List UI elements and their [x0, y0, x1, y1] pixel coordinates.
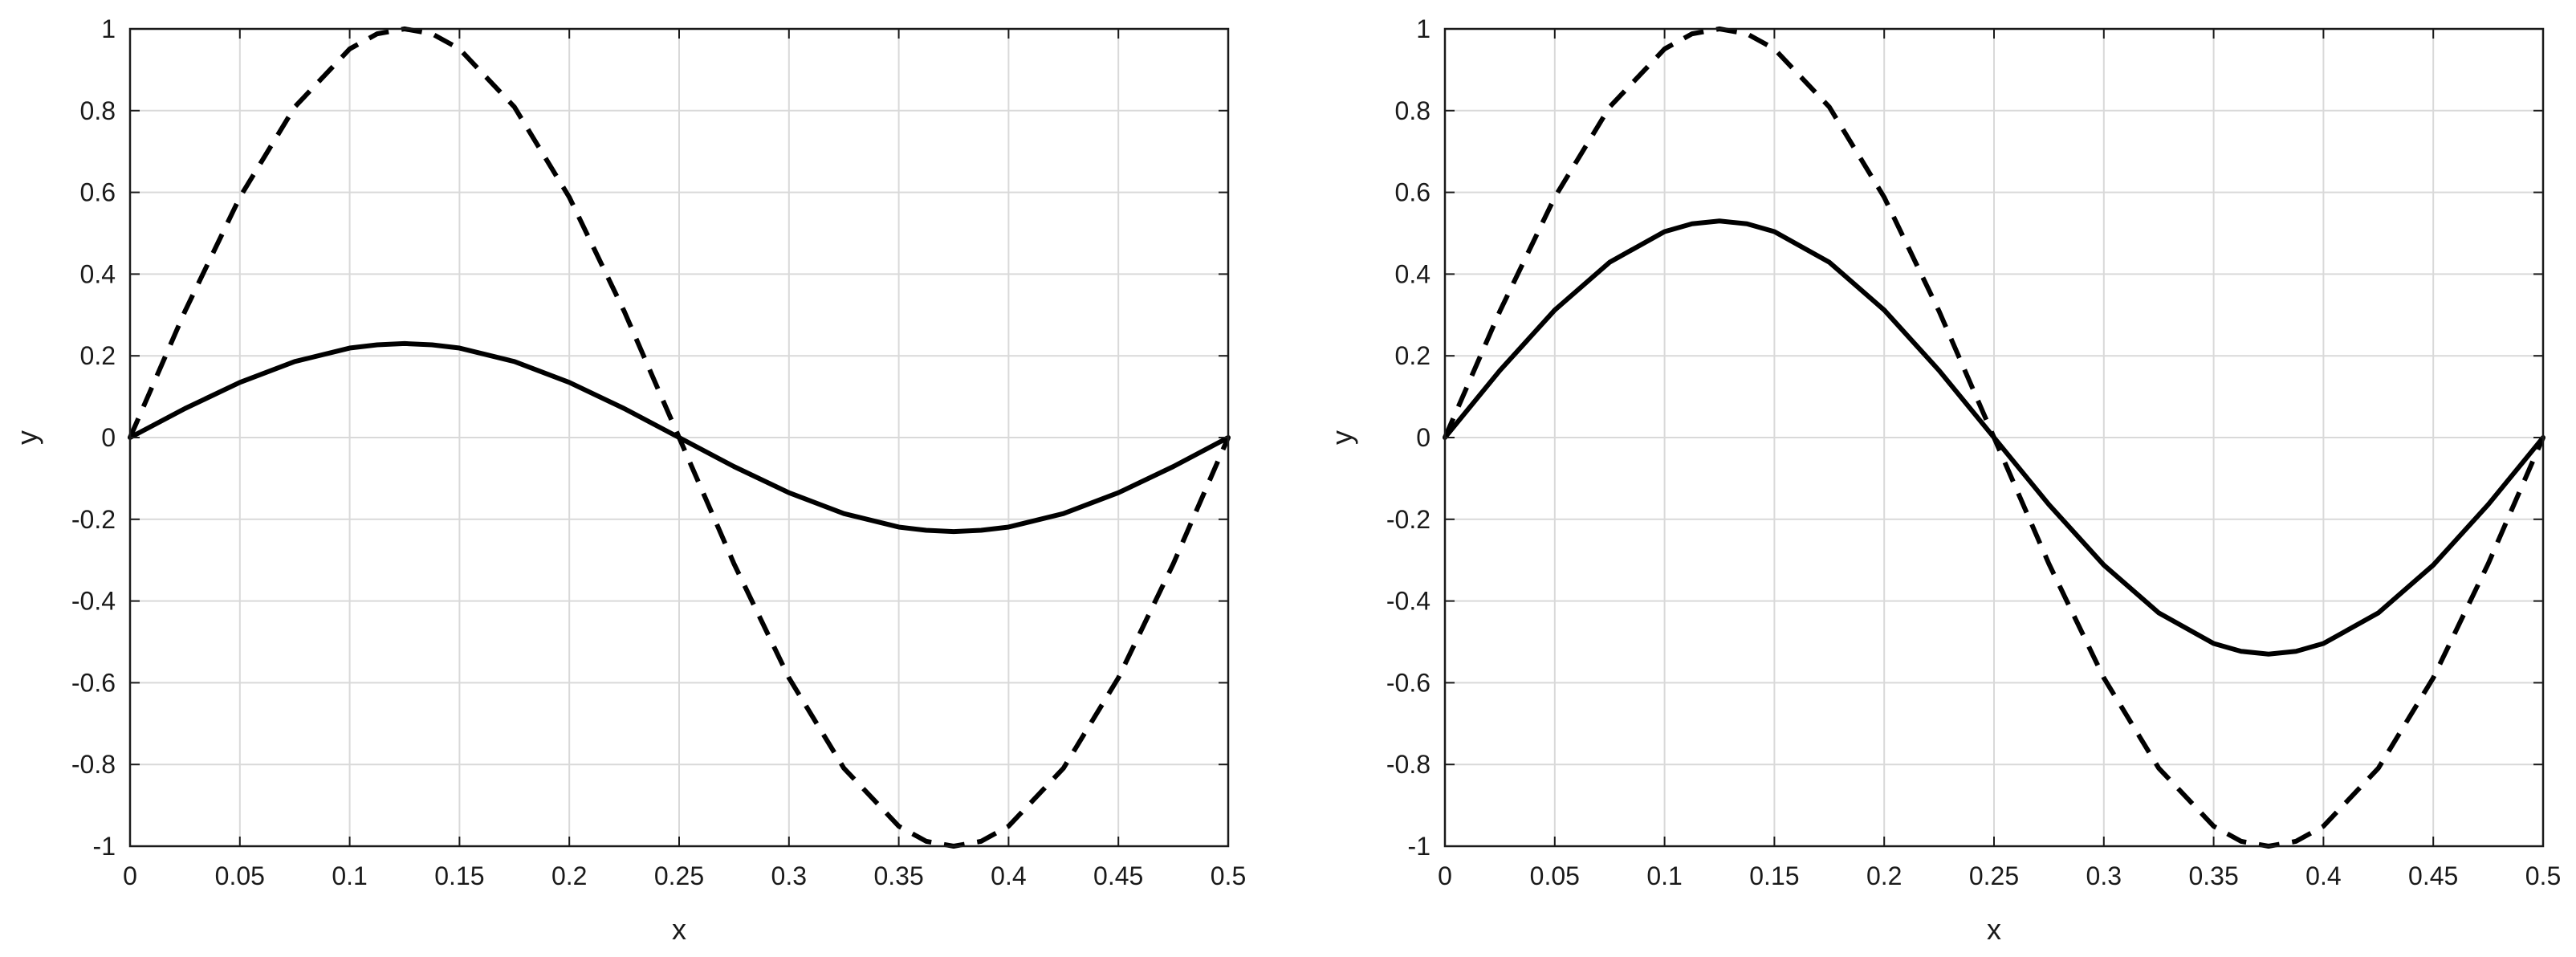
y-axis-label: y — [1325, 430, 1358, 445]
y-tick-label: -0.4 — [1386, 587, 1430, 616]
x-tick-label: 0.25 — [654, 861, 704, 890]
y-tick-label: 0.8 — [80, 96, 116, 125]
x-tick-label: 0.5 — [1211, 861, 1246, 890]
x-tick-label: 0.45 — [1093, 861, 1143, 890]
y-tick-label: -1 — [93, 832, 116, 861]
y-tick-label: -0.2 — [1386, 505, 1430, 534]
y-tick-label: -0.8 — [71, 750, 116, 779]
y-tick-label: -0.4 — [71, 587, 116, 616]
x-tick-label: 0 — [123, 861, 137, 890]
y-tick-label: 1 — [101, 14, 116, 43]
x-tick-label: 0.3 — [2086, 861, 2122, 890]
y-tick-label: 0 — [101, 423, 116, 452]
y-tick-label: 1 — [1416, 14, 1430, 43]
x-tick-label: 0.2 — [551, 861, 587, 890]
y-axis-label: y — [10, 430, 43, 445]
series-line-dashed — [1443, 26, 2545, 849]
x-tick-label: 0.15 — [434, 861, 484, 890]
x-tick-label: 0.1 — [332, 861, 367, 890]
y-tick-label: -0.6 — [1386, 668, 1430, 697]
y-tick-label: 0.6 — [80, 178, 116, 207]
y-tick-label: 0.4 — [1395, 259, 1430, 288]
x-tick-label: 0.05 — [1530, 861, 1580, 890]
x-tick-label: 0.45 — [2408, 861, 2458, 890]
x-tick-label: 0.4 — [991, 861, 1026, 890]
x-tick-label: 0.25 — [1969, 861, 2019, 890]
y-tick-label: 0.8 — [1395, 96, 1430, 125]
y-tick-label: 0.4 — [80, 259, 116, 288]
x-tick-label: 0.2 — [1866, 861, 1902, 890]
y-tick-label: -0.6 — [71, 668, 116, 697]
x-tick-label: 0.35 — [873, 861, 923, 890]
x-tick-label: 0.05 — [215, 861, 265, 890]
y-tick-label: 0.2 — [1395, 341, 1430, 370]
y-tick-label: 0.2 — [80, 341, 116, 370]
chart-panel-2: 0 0.05 0.1 0.15 0.2 0.25 0.3 0.35 0.4 0.45 0.5 -1 -0… — [1325, 14, 2561, 946]
series-line-dashed — [128, 26, 1231, 849]
y-tick-label: -0.8 — [1386, 750, 1430, 779]
y-tick-label: -0.2 — [71, 505, 116, 534]
x-tick-label: 0.1 — [1646, 861, 1682, 890]
y-tick-label: 0.6 — [1395, 178, 1430, 207]
x-tick-label: 0.4 — [2305, 861, 2341, 890]
x-axis-label: x — [672, 913, 686, 946]
x-tick-label: 0.5 — [2525, 861, 2561, 890]
x-tick-label: 0.3 — [771, 861, 807, 890]
x-tick-label: 0.35 — [2188, 861, 2238, 890]
x-axis-label: x — [1987, 913, 2001, 946]
y-tick-label: -1 — [1408, 832, 1430, 861]
y-tick-label: 0 — [1416, 423, 1430, 452]
chart-panel-1: 0 0.05 0.1 0.15 0.2 0.25 0.3 0.35 0.4 0.45 0.5 -1 -0… — [10, 14, 1246, 946]
x-tick-label: 0.15 — [1749, 861, 1799, 890]
x-tick-label: 0 — [1438, 861, 1452, 890]
